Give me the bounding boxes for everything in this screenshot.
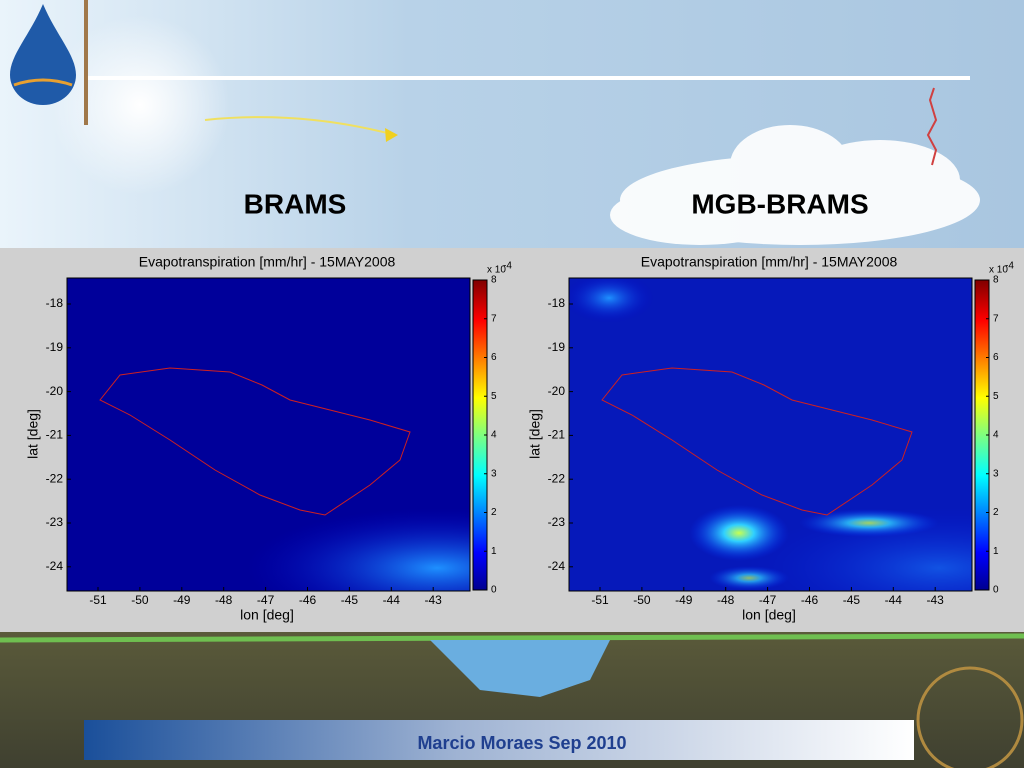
colorbar-tick-label: 3 xyxy=(993,468,999,479)
y-tick-label: -20 xyxy=(548,384,566,398)
x-tick-label: -48 xyxy=(717,593,735,607)
ray-arrow xyxy=(385,128,398,142)
y-tick-label: -19 xyxy=(46,340,64,354)
colorbar-tick-label: 8 xyxy=(491,275,497,286)
colorbar-tick-label: 8 xyxy=(993,275,999,286)
vapor-arrow xyxy=(926,87,938,166)
axes-frame xyxy=(66,277,471,592)
x-tick-label: -45 xyxy=(843,593,861,607)
grass xyxy=(0,633,1024,643)
footer-text: Marcio Moraes Sep 2010 xyxy=(417,733,626,753)
colorbar-tick-label: 6 xyxy=(993,352,999,363)
x-tick-label: -51 xyxy=(591,593,609,607)
x-tick-label: -46 xyxy=(801,593,819,607)
x-tick-label: -43 xyxy=(927,593,945,607)
y-tick-label: -18 xyxy=(46,296,64,310)
colorbar-tick-label: 0 xyxy=(993,585,999,596)
x-tick-label: -50 xyxy=(131,593,149,607)
colorbar-tick-label: 0 xyxy=(491,585,497,596)
x-tick-label: -49 xyxy=(173,593,191,607)
hotspot xyxy=(569,278,654,323)
colorbar-scale: x 10 xyxy=(989,265,1008,276)
y-tick-label: -23 xyxy=(46,515,64,529)
basin-outline xyxy=(99,367,411,516)
map xyxy=(569,278,972,591)
colorbar-tick-label: 1 xyxy=(491,546,497,557)
x-tick-label: -47 xyxy=(759,593,777,607)
colorbar-tick-label: 7 xyxy=(993,313,999,324)
y-axis-label: lat [deg] xyxy=(25,409,41,459)
plot-title: Evapotranspiration [mm/hr] - 15MAY2008 xyxy=(641,254,898,270)
cloud xyxy=(610,125,980,245)
x-tick-label: -45 xyxy=(341,593,359,607)
colorbar-exponent: -4 xyxy=(503,261,512,272)
plot-title: Evapotranspiration [mm/hr] - 15MAY2008 xyxy=(139,254,396,270)
x-tick-label: -47 xyxy=(257,593,275,607)
basin-outline xyxy=(601,367,913,516)
x-tick-label: -50 xyxy=(633,593,651,607)
colorbar-tick-label: 1 xyxy=(993,546,999,557)
hotspot xyxy=(689,505,789,561)
colorbar-tick-label: 7 xyxy=(491,313,497,324)
y-tick-label: -19 xyxy=(548,340,566,354)
y-tick-label: -23 xyxy=(548,515,566,529)
y-tick-label: -18 xyxy=(548,296,566,310)
y-tick-label: -22 xyxy=(46,471,64,485)
y-axis-label: lat [deg] xyxy=(527,409,543,459)
colorbar-tick-label: 2 xyxy=(491,507,497,518)
y-tick-label: -24 xyxy=(46,559,64,573)
x-tick-label: -49 xyxy=(675,593,693,607)
colorbar-tick-label: 4 xyxy=(993,430,999,441)
hotspot xyxy=(799,509,939,537)
footer-bar xyxy=(84,720,914,760)
y-tick-label: -22 xyxy=(548,471,566,485)
x-axis-label: lon [deg] xyxy=(742,607,796,623)
colorbar-tick-label: 5 xyxy=(993,391,999,402)
left-title: BRAMS xyxy=(244,188,347,219)
colorbar-exponent: -4 xyxy=(1005,261,1014,272)
colorbar-tick-label: 4 xyxy=(491,430,497,441)
colorbar-tick-label: 2 xyxy=(993,507,999,518)
x-axis-label: lon [deg] xyxy=(240,607,294,623)
colorbar-tick-label: 5 xyxy=(491,391,497,402)
colorbar-tick-label: 6 xyxy=(491,352,497,363)
logo xyxy=(10,4,76,105)
x-tick-label: -51 xyxy=(89,593,107,607)
sun-ray xyxy=(204,116,396,136)
colorbar-scale: x 10 xyxy=(487,265,506,276)
x-tick-label: -48 xyxy=(215,593,233,607)
right-title: MGB-BRAMS xyxy=(691,188,868,219)
lake xyxy=(430,640,610,697)
x-tick-label: -43 xyxy=(425,593,443,607)
y-tick-label: -21 xyxy=(46,428,64,442)
axes-frame xyxy=(568,277,973,592)
y-tick-label: -24 xyxy=(548,559,566,573)
y-tick-label: -20 xyxy=(46,384,64,398)
hotspot xyxy=(709,566,789,590)
y-tick-label: -21 xyxy=(548,428,566,442)
x-tick-label: -44 xyxy=(885,593,903,607)
x-tick-label: -44 xyxy=(383,593,401,607)
ocean-field xyxy=(247,508,470,591)
map xyxy=(67,278,470,591)
x-tick-label: -46 xyxy=(299,593,317,607)
sun xyxy=(50,15,230,195)
colorbar-tick-label: 3 xyxy=(491,468,497,479)
